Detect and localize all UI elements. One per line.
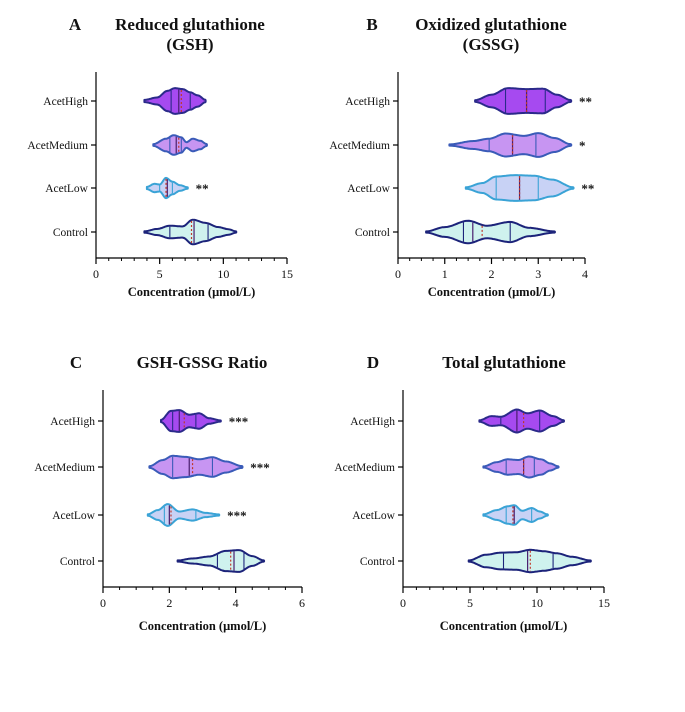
panel-d: D Total glutathione 0 5 10 15 Concentration (μ… bbox=[334, 353, 610, 633]
violin-control bbox=[143, 218, 238, 246]
y-tick-label: AcetMedium bbox=[329, 140, 390, 152]
violin-acetmedium bbox=[482, 455, 560, 479]
y-tick-label: AcetLow bbox=[352, 510, 395, 522]
chart-title: (GSH) bbox=[166, 35, 213, 54]
violin-acetmedium bbox=[152, 134, 208, 156]
chart-title: GSH-GSSG Ratio bbox=[137, 353, 268, 372]
y-tick-label: AcetHigh bbox=[43, 96, 88, 108]
x-tick-label: 3 bbox=[535, 267, 541, 281]
significance-marker: *** bbox=[227, 508, 247, 523]
y-tick-label: AcetMedium bbox=[34, 462, 95, 474]
significance-marker: ** bbox=[196, 181, 209, 196]
violin-acethigh bbox=[474, 87, 573, 115]
x-tick-label: 0 bbox=[100, 596, 106, 610]
x-tick-label: 2 bbox=[489, 267, 495, 281]
panel-c: C GSH-GSSG Ratio 0 2 4 6 Concentration (μmol/L… bbox=[34, 353, 305, 633]
x-tick-label: 1 bbox=[442, 267, 448, 281]
x-tick-label: 15 bbox=[281, 267, 293, 281]
significance-marker: * bbox=[579, 138, 586, 153]
x-tick-label: 4 bbox=[582, 267, 588, 281]
y-tick-label: Control bbox=[360, 556, 395, 568]
chart-title: Reduced glutathione bbox=[115, 15, 265, 34]
violin-control bbox=[425, 219, 556, 245]
x-tick-label: 0 bbox=[400, 596, 406, 610]
violin-acetmedium bbox=[448, 132, 573, 158]
y-tick-label: AcetLow bbox=[347, 183, 390, 195]
violin-control bbox=[467, 548, 592, 574]
x-axis-label: Concentration (μmol/L) bbox=[128, 285, 256, 299]
y-tick-label: AcetHigh bbox=[350, 416, 395, 428]
panel-letter: C bbox=[70, 353, 82, 372]
chart-title: Oxidized glutathione bbox=[415, 15, 567, 34]
panel-letter: A bbox=[69, 15, 82, 34]
y-tick-label: AcetLow bbox=[45, 183, 88, 195]
chart-title: (GSSG) bbox=[463, 35, 520, 54]
violin-acethigh bbox=[160, 409, 222, 433]
panel-letter: B bbox=[366, 15, 377, 34]
x-tick-label: 6 bbox=[299, 596, 305, 610]
x-tick-label: 5 bbox=[467, 596, 473, 610]
y-tick-label: Control bbox=[60, 556, 95, 568]
violin-acethigh bbox=[478, 408, 566, 434]
x-axis-label: Concentration (μmol/L) bbox=[139, 619, 267, 633]
x-tick-label: 0 bbox=[395, 267, 401, 281]
violin-control bbox=[176, 549, 266, 573]
significance-marker: ** bbox=[579, 94, 592, 109]
panel-letter: D bbox=[367, 353, 379, 372]
x-tick-label: 4 bbox=[233, 596, 239, 610]
x-axis-label: Concentration (μmol/L) bbox=[428, 285, 556, 299]
y-tick-label: Control bbox=[355, 227, 390, 239]
y-tick-label: AcetHigh bbox=[345, 96, 390, 108]
panel-a: A Reduced glutathione(GSH) 0 5 10 15 Concentra… bbox=[27, 15, 293, 299]
chart-title: Total glutathione bbox=[442, 353, 566, 372]
x-tick-label: 10 bbox=[217, 267, 229, 281]
x-tick-label: 15 bbox=[598, 596, 610, 610]
x-tick-label: 5 bbox=[157, 267, 163, 281]
significance-marker: *** bbox=[229, 414, 249, 429]
violin-acetlow bbox=[482, 504, 549, 526]
violin-acetlow bbox=[146, 503, 221, 527]
y-tick-label: AcetHigh bbox=[50, 416, 95, 428]
x-tick-label: 2 bbox=[166, 596, 172, 610]
panel-b: B Oxidized glutathione(GSSG) 0 1 2 3 4 Concentr… bbox=[329, 15, 594, 299]
y-tick-label: AcetMedium bbox=[27, 140, 88, 152]
y-tick-label: Control bbox=[53, 227, 88, 239]
y-tick-label: AcetMedium bbox=[334, 462, 395, 474]
y-tick-label: AcetLow bbox=[52, 510, 95, 522]
x-tick-label: 10 bbox=[531, 596, 543, 610]
x-tick-label: 0 bbox=[93, 267, 99, 281]
violin-acethigh bbox=[143, 87, 207, 115]
violin-acetmedium bbox=[148, 454, 244, 480]
significance-marker: *** bbox=[250, 460, 269, 475]
significance-marker: ** bbox=[581, 181, 594, 196]
x-axis-label: Concentration (μmol/L) bbox=[440, 619, 568, 633]
